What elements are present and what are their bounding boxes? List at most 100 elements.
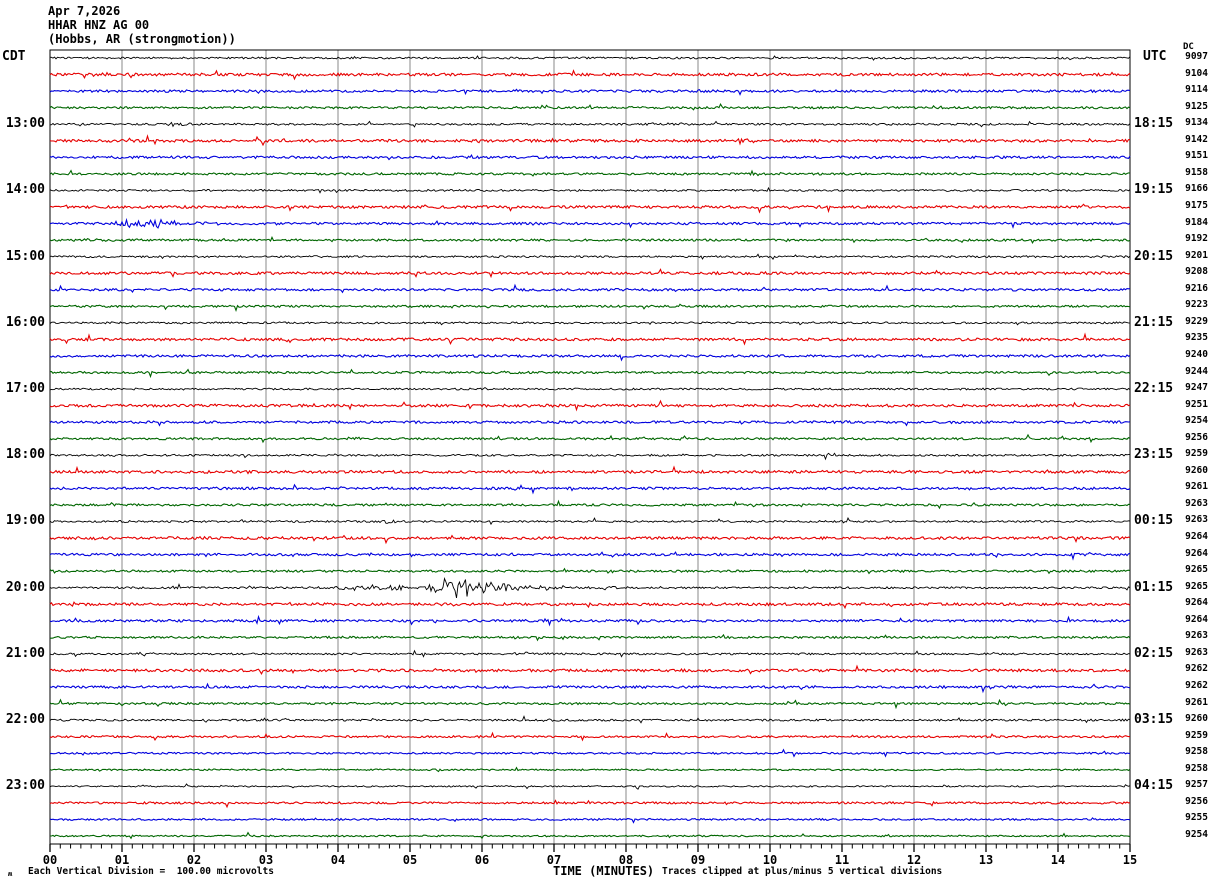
trace-row-22 <box>49 399 1131 412</box>
trace-count-value: 9256 <box>1185 432 1208 443</box>
x-tick-label-09: 09 <box>690 853 706 867</box>
trace-row-44 <box>49 766 1131 773</box>
left-hour-label-1800: 18:00 <box>5 447 45 462</box>
x-tick-label-04: 04 <box>330 853 346 867</box>
left-hour-label-2100: 21:00 <box>5 646 45 661</box>
right-axis-timezone-label: UTC <box>1143 49 1167 64</box>
right-hour-label-0315: 03:15 <box>1134 712 1174 727</box>
trace-row-39 <box>49 682 1131 694</box>
trace-count-value: 9263 <box>1185 514 1208 525</box>
trace-row-12 <box>49 236 1131 244</box>
trace-count-value: 9260 <box>1185 713 1208 724</box>
trace-row-26 <box>49 465 1131 475</box>
left-hour-label-2000: 20:00 <box>5 580 45 595</box>
x-tick-label-02: 02 <box>186 853 202 867</box>
vertical-division-scale-note: Each Vertical Division = 100.00 microvol… <box>28 866 274 877</box>
trace-count-value: 9263 <box>1185 630 1208 641</box>
trace-count-value: 9262 <box>1185 680 1208 691</box>
right-hour-label-0415: 04:15 <box>1134 778 1174 793</box>
left-hour-label-1400: 14:00 <box>5 182 45 197</box>
x-tick-label-14: 14 <box>1050 853 1066 867</box>
trace-row-35 <box>49 614 1131 627</box>
right-hour-label-1915: 19:15 <box>1134 182 1174 197</box>
left-hour-label-2200: 22:00 <box>5 712 45 727</box>
left-hour-label-1300: 13:00 <box>5 116 45 131</box>
trace-row-15 <box>49 283 1131 294</box>
trace-row-37 <box>49 649 1131 658</box>
trace-row-18 <box>49 332 1131 346</box>
trace-count-value: 9223 <box>1185 299 1208 310</box>
trace-row-11 <box>49 217 1131 229</box>
trace-count-value: 9229 <box>1185 316 1208 327</box>
trace-count-value: 9158 <box>1185 167 1208 178</box>
trace-row-13 <box>49 253 1131 261</box>
trace-count-value: 9264 <box>1185 531 1208 542</box>
trace-row-38 <box>49 664 1131 675</box>
trace-count-value: 9216 <box>1185 283 1208 294</box>
trace-row-21 <box>49 386 1131 391</box>
trace-row-1 <box>49 55 1131 61</box>
trace-count-value: 9263 <box>1185 498 1208 509</box>
trace-count-value: 9125 <box>1185 101 1208 112</box>
trace-row-29 <box>49 516 1131 526</box>
x-tick-label-03: 03 <box>258 853 274 867</box>
trace-row-31 <box>49 551 1131 561</box>
trace-count-value: 9240 <box>1185 349 1208 360</box>
trace-row-7 <box>49 153 1131 161</box>
trace-row-9 <box>49 186 1131 194</box>
trace-row-32 <box>49 567 1131 575</box>
trace-count-value: 9264 <box>1185 614 1208 625</box>
trace-row-2 <box>49 69 1131 81</box>
trace-count-value: 9265 <box>1185 581 1208 592</box>
left-axis-timezone-label: CDT <box>2 49 26 64</box>
trace-row-34 <box>49 601 1131 610</box>
trace-count-value: 9114 <box>1185 84 1208 95</box>
trace-count-value: 9254 <box>1185 415 1208 426</box>
trace-row-47 <box>49 817 1131 824</box>
trace-count-value: 9251 <box>1185 399 1208 410</box>
trace-row-27 <box>49 483 1131 495</box>
trace-count-value: 9260 <box>1185 465 1208 476</box>
trace-row-48 <box>50 831 1131 840</box>
trace-row-30 <box>49 534 1131 545</box>
right-hour-label-1815: 18:15 <box>1134 116 1174 131</box>
x-axis-title: TIME (MINUTES) <box>553 864 655 878</box>
trace-row-40 <box>49 698 1131 710</box>
trace-count-value: 9261 <box>1185 481 1208 492</box>
trace-count-value: 9247 <box>1185 382 1208 393</box>
trace-row-33 <box>49 577 1131 598</box>
header-date: Apr 7,2026 <box>48 4 121 18</box>
trace-row-5 <box>49 120 1131 128</box>
trace-count-value: 9255 <box>1185 812 1208 823</box>
x-tick-label-11: 11 <box>834 853 850 867</box>
trace-row-6 <box>49 134 1131 147</box>
trace-count-value: 9235 <box>1185 332 1208 343</box>
trace-count-value: 9257 <box>1185 779 1208 790</box>
trace-count-value: 9151 <box>1185 150 1208 161</box>
trace-row-41 <box>49 715 1131 724</box>
dc-offset-label: DC <box>1183 42 1194 52</box>
right-hour-label-0015: 00:15 <box>1134 513 1174 528</box>
trace-row-3 <box>49 88 1131 96</box>
trace-row-19 <box>49 353 1131 362</box>
trace-row-10 <box>49 203 1131 214</box>
trace-row-43 <box>49 748 1131 758</box>
trace-row-28 <box>49 499 1131 510</box>
right-hour-label-2215: 22:15 <box>1134 381 1174 396</box>
trace-count-value: 9201 <box>1185 250 1208 261</box>
trace-row-8 <box>49 169 1131 177</box>
trace-count-value: 9258 <box>1185 746 1208 757</box>
trace-row-4 <box>49 103 1131 111</box>
trace-count-value: 9097 <box>1185 51 1208 62</box>
trace-row-16 <box>49 303 1131 312</box>
x-tick-label-13: 13 <box>978 853 994 867</box>
trace-count-value: 9263 <box>1185 647 1208 658</box>
trace-count-value: 9259 <box>1185 730 1208 741</box>
x-tick-label-06: 06 <box>474 853 490 867</box>
trace-row-46 <box>49 799 1131 809</box>
trace-count-value: 9258 <box>1185 763 1208 774</box>
trace-count-value: 9192 <box>1185 233 1208 244</box>
trace-row-17 <box>49 321 1131 326</box>
x-tick-label-05: 05 <box>402 853 418 867</box>
